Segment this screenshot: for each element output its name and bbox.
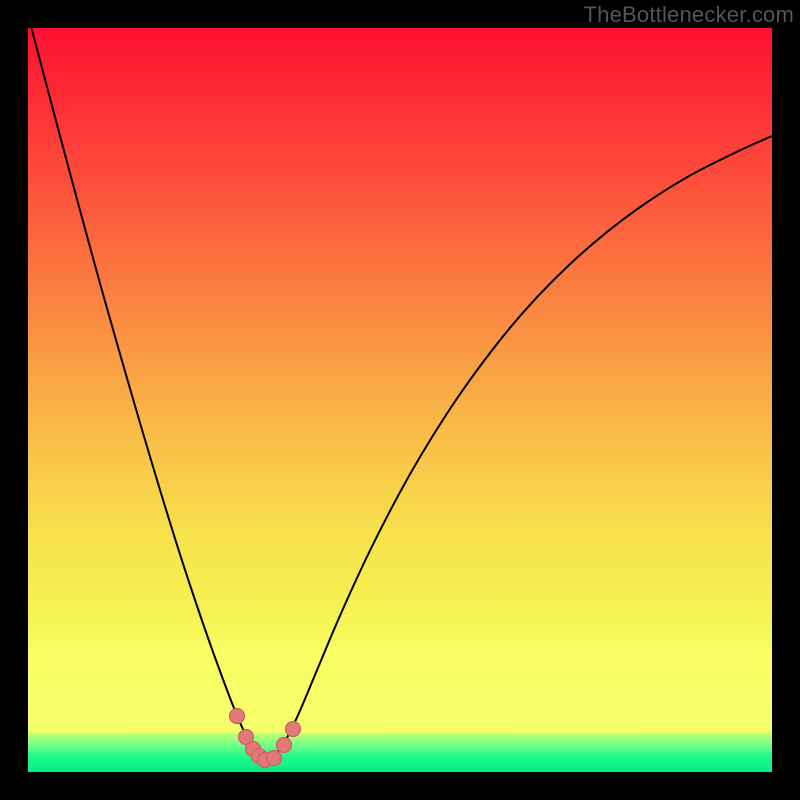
curve-marker (286, 722, 301, 737)
gradient-background (28, 28, 772, 772)
stage: TheBottlenecker.com (0, 0, 800, 800)
curve-marker (230, 709, 245, 724)
curve-marker (267, 751, 282, 766)
plot-svg (0, 0, 800, 800)
curve-marker (277, 738, 292, 753)
watermark-text: TheBottlenecker.com (584, 2, 794, 28)
